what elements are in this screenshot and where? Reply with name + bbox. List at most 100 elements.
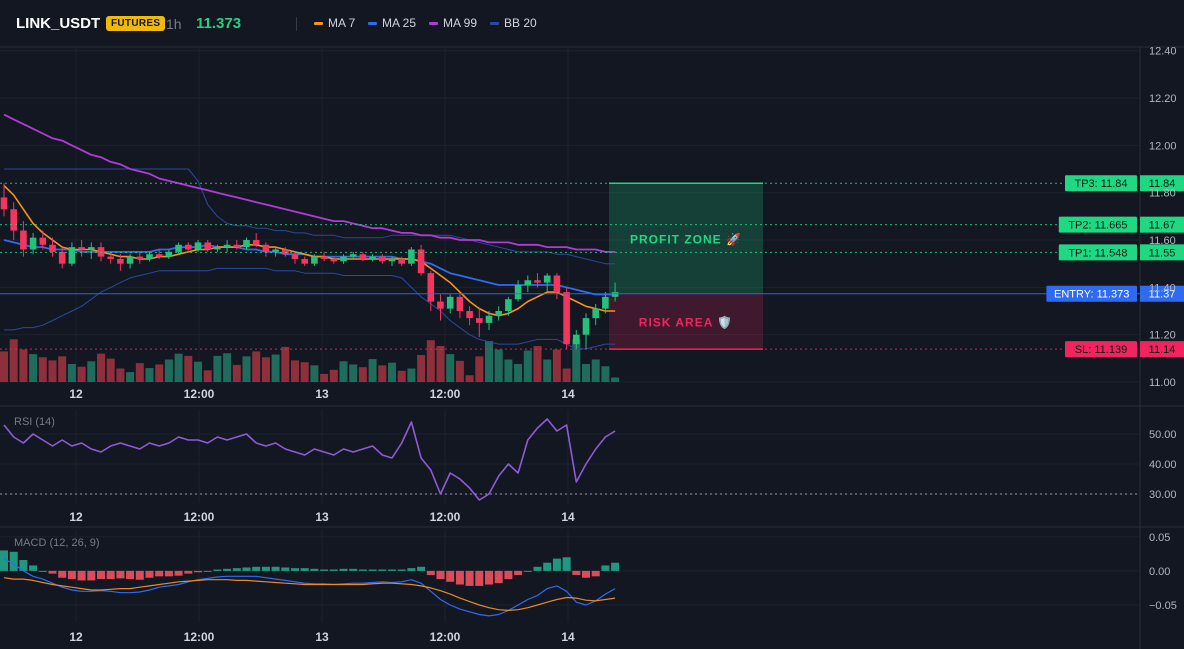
candle — [349, 251, 357, 259]
volume-bar — [310, 365, 319, 382]
candle-body — [388, 258, 396, 262]
candle-body — [514, 284, 522, 300]
volume-bar — [300, 362, 309, 382]
candle-body — [291, 254, 299, 259]
rsi-tick-label: 40.00 — [1149, 459, 1177, 471]
macd-histogram-bar — [533, 566, 542, 571]
candle — [485, 311, 493, 330]
macd-histogram-bar — [252, 566, 261, 571]
candle — [155, 249, 163, 259]
macd-tick-label: 0.00 — [1149, 566, 1170, 578]
axis-level-label: 11.67 — [1149, 220, 1176, 232]
macd-histogram-bar — [572, 570, 581, 575]
candle — [20, 221, 27, 257]
time-tick-label: 12 — [69, 510, 83, 524]
candle-body — [476, 318, 483, 323]
macd-histogram-bar — [465, 570, 474, 586]
macd-histogram-bar — [0, 550, 8, 571]
candle-body — [534, 280, 541, 283]
candle-body — [330, 258, 338, 262]
legend-ma99[interactable]: MA 99 — [429, 16, 477, 30]
macd-histogram-bar — [281, 567, 290, 571]
macd-histogram-bar — [378, 569, 387, 571]
volume-bar — [77, 366, 86, 382]
volume-bar — [232, 364, 241, 382]
macd-tick-label: 0.05 — [1149, 532, 1170, 544]
candle-body — [49, 244, 56, 252]
macd-histogram-bar — [174, 570, 183, 576]
volume-bar — [552, 349, 561, 382]
macd-histogram-bar — [475, 570, 484, 586]
macd-histogram-bar — [320, 569, 329, 571]
volume-bar — [135, 363, 144, 382]
macd-histogram-bar — [436, 570, 445, 580]
candle-body — [543, 275, 551, 283]
volume-bar — [0, 351, 8, 382]
time-tick-label: 12 — [69, 387, 83, 401]
volume-bar — [339, 361, 348, 382]
macd-histogram-bar — [552, 558, 561, 571]
volume-bars — [0, 339, 620, 382]
volume-bar — [582, 364, 590, 382]
time-tick-label: 12:00 — [430, 510, 461, 524]
candle-body — [505, 299, 512, 312]
candle-body — [446, 296, 454, 309]
candle-body — [214, 247, 221, 250]
volume-bar — [9, 339, 18, 382]
volume-bar — [349, 364, 358, 382]
volume-bar — [378, 365, 387, 382]
price-tick-label: 11.40 — [1149, 282, 1176, 294]
candle — [369, 254, 376, 262]
candle — [0, 183, 8, 217]
candle — [543, 273, 551, 293]
symbol-label[interactable]: LINK_USDT — [16, 15, 101, 32]
volume-bar — [562, 368, 571, 382]
macd-histogram-bar — [9, 551, 18, 571]
volume-bar — [194, 361, 202, 382]
candle — [514, 280, 522, 302]
macd-histogram-bar — [145, 570, 154, 578]
volume-bar — [38, 357, 47, 382]
macd-histogram-bar — [446, 570, 455, 582]
volume-bar — [242, 356, 251, 382]
legend-bb20[interactable]: BB 20 — [490, 16, 537, 30]
candle — [107, 251, 114, 264]
price-tick-label: 11.20 — [1149, 330, 1176, 342]
series-ma-7 — [3, 185, 616, 317]
volume-bar — [184, 355, 193, 382]
candle — [466, 306, 473, 326]
candle — [592, 303, 599, 326]
legend-ma7[interactable]: MA 7 — [314, 16, 355, 30]
level-tag — [1046, 285, 1137, 302]
candle-body — [39, 237, 47, 245]
rsi-title: RSI (14) — [14, 416, 55, 428]
volume-bar — [397, 370, 406, 382]
candle-body — [553, 275, 561, 293]
volume-bar — [611, 377, 620, 382]
legend-ma7-label: MA 7 — [328, 16, 356, 30]
volume-bar — [203, 370, 212, 382]
volume-bar — [388, 362, 396, 382]
candle-body — [29, 237, 37, 250]
candle-body — [78, 247, 85, 250]
candle-body — [88, 247, 95, 250]
candle-body — [408, 249, 415, 264]
volume-bar — [543, 359, 552, 382]
volume-bar — [504, 359, 513, 382]
price-tick-label: 12.00 — [1149, 140, 1177, 152]
legend-ma25[interactable]: MA 25 — [368, 16, 416, 30]
volume-bar — [329, 369, 338, 382]
candle — [495, 306, 502, 321]
volume-bar — [116, 368, 125, 382]
macd-histogram-bar — [504, 570, 513, 580]
timeframe-label[interactable]: 1h — [166, 16, 182, 32]
time-tick-label: 12:00 — [184, 510, 215, 524]
candle-body — [524, 280, 532, 285]
macd-histogram-bar — [48, 570, 57, 574]
axis-level-tag — [1140, 175, 1184, 192]
macd-histogram-bar — [184, 570, 193, 574]
macd-histogram-bar — [514, 570, 523, 575]
macd-histogram-bar — [194, 570, 202, 573]
volume-bar — [29, 354, 38, 382]
